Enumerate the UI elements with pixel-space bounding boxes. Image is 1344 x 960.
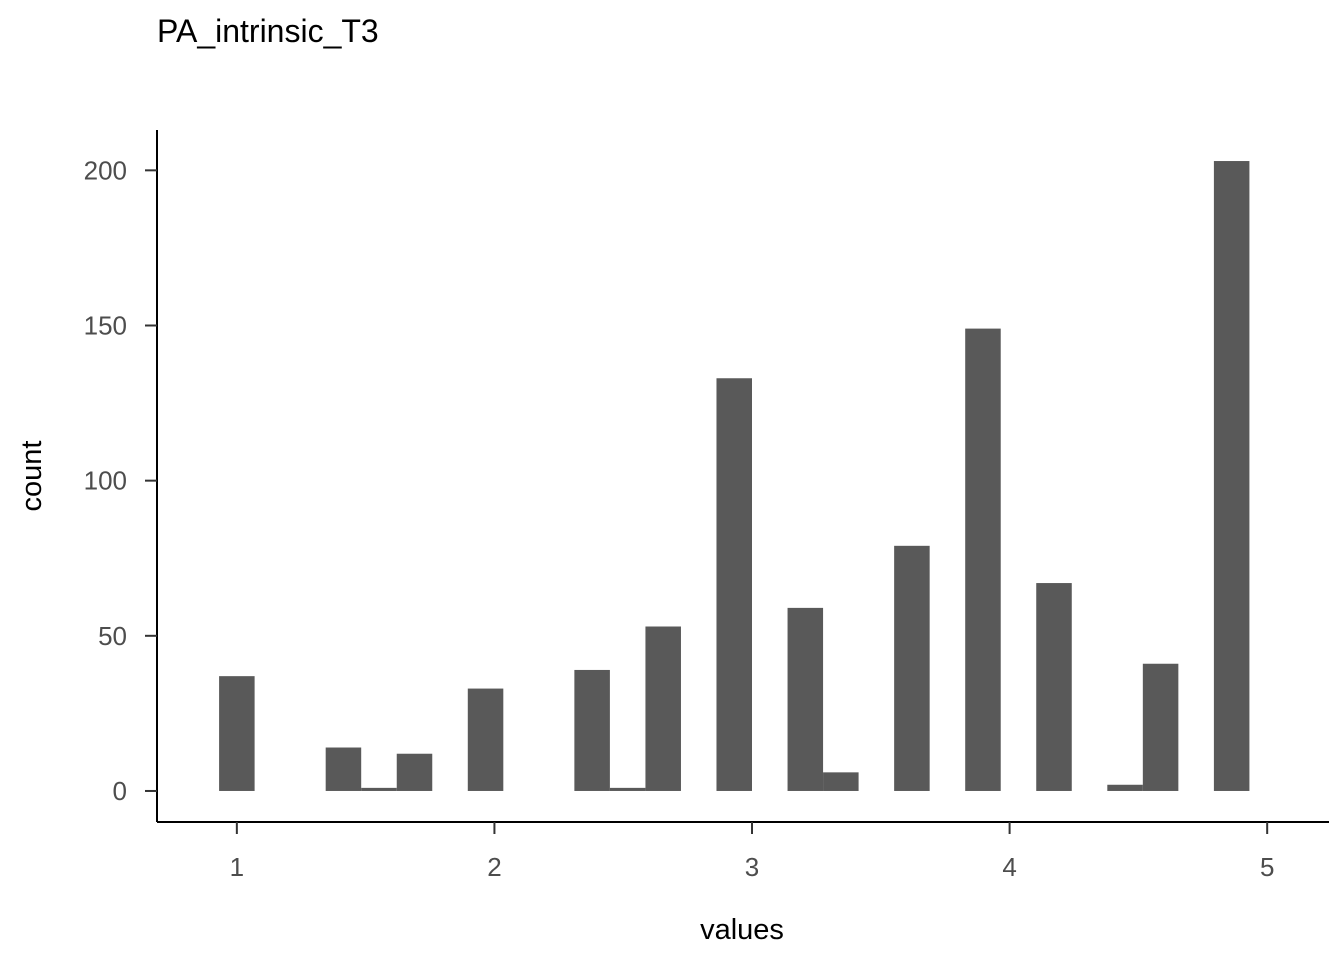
- histogram-bar: [1213, 161, 1250, 791]
- histogram-bar: [1142, 663, 1179, 791]
- histogram-bar: [787, 607, 824, 791]
- x-tick-label: 2: [487, 852, 501, 882]
- y-tick-label: 200: [84, 155, 127, 185]
- x-axis-title: values: [700, 914, 784, 946]
- x-tick-label: 5: [1260, 852, 1274, 882]
- y-tick-label: 100: [84, 466, 127, 496]
- y-tick-label: 150: [84, 310, 127, 340]
- histogram-bar: [609, 787, 646, 791]
- histogram-bar: [361, 787, 397, 791]
- histogram-bar: [894, 545, 930, 791]
- y-tick-label: 50: [98, 621, 127, 651]
- histogram-bar: [467, 688, 504, 791]
- histogram-bar: [325, 747, 362, 791]
- bars-group: [219, 161, 1250, 791]
- x-tick-label: 3: [745, 852, 759, 882]
- histogram-bar: [965, 328, 1001, 791]
- histogram-bar: [645, 626, 681, 791]
- histogram-bar: [1107, 784, 1143, 791]
- histogram-bar: [716, 378, 752, 791]
- histogram-bar: [219, 676, 255, 791]
- chart-title: PA_intrinsic_T3: [157, 13, 379, 49]
- histogram-bar: [574, 669, 610, 791]
- y-axis-ticks: 0 50 100 150 200: [84, 155, 157, 806]
- y-tick-label: 0: [113, 776, 127, 806]
- histogram-bar: [823, 772, 859, 791]
- histogram-bar: [1036, 583, 1072, 791]
- x-tick-label: 4: [1002, 852, 1016, 882]
- x-axis-ticks: 1 2 3 4 5: [230, 822, 1274, 882]
- x-tick-label: 1: [230, 852, 244, 882]
- y-axis-title: count: [16, 441, 48, 512]
- histogram-bar: [396, 753, 433, 791]
